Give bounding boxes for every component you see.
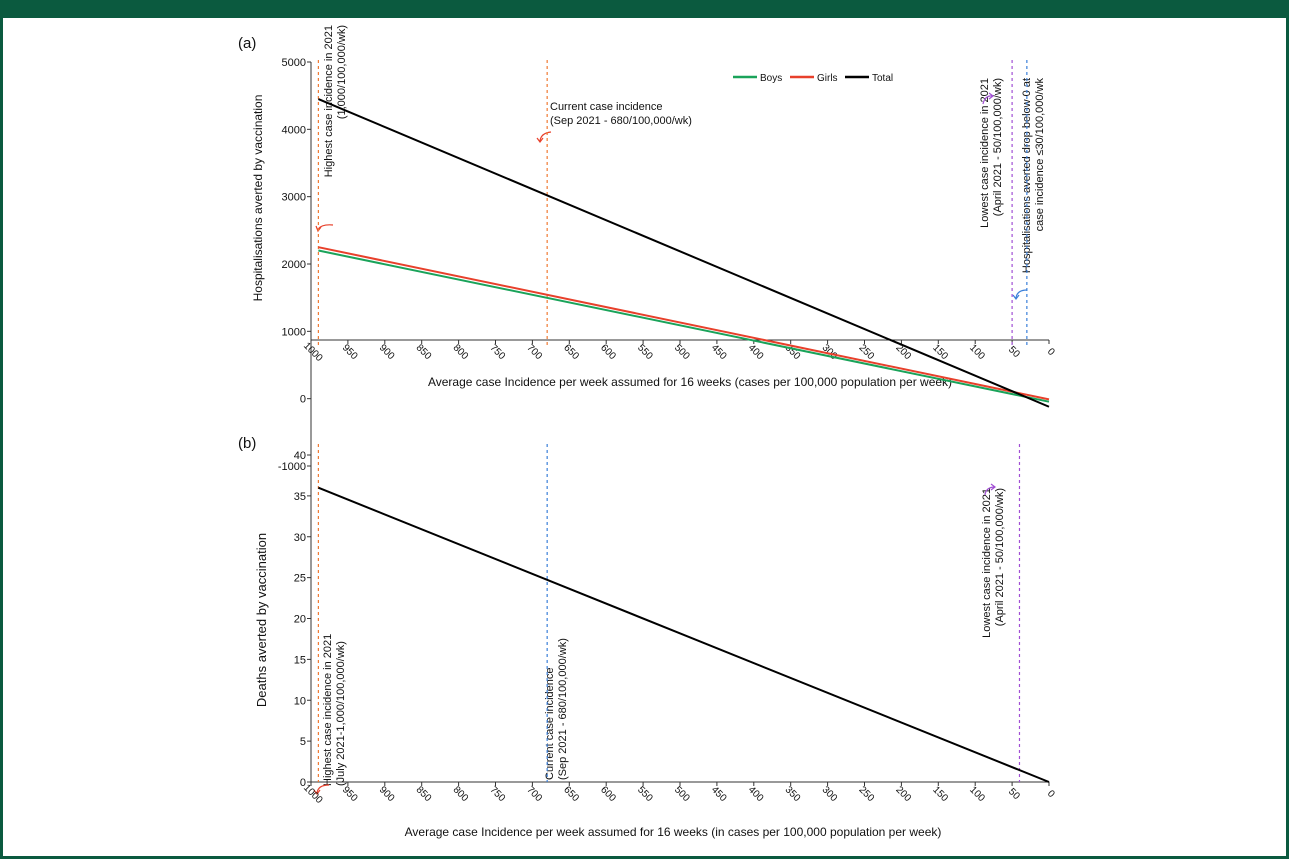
y-tick-label: 30 bbox=[294, 532, 306, 544]
panel-b-ylabel: Deaths averted by vaccination bbox=[254, 533, 269, 707]
annotation-lowest-b-line1: Lowest case incidence in 2021 bbox=[981, 488, 993, 638]
x-tick-label: 550 bbox=[635, 342, 655, 362]
x-tick-label: 500 bbox=[672, 784, 692, 804]
x-tick-label: 550 bbox=[635, 784, 655, 804]
series-line-total bbox=[318, 486, 1050, 783]
annotation-current-line2: (Sep 2021 - 680/100,000/wk) bbox=[550, 115, 692, 127]
legend-total-label: Total bbox=[872, 73, 893, 84]
annotation-lowest-b-line2: (April 2021 - 50/100,000/wk) bbox=[994, 488, 1006, 626]
series-line-boys bbox=[318, 249, 1050, 403]
panel-a-annotations: Highest case incidence in 2021 (1,000/10… bbox=[323, 25, 1046, 273]
annotation-lowest-line1: Lowest case incidence in 2021 bbox=[979, 78, 991, 228]
x-tick-label: 800 bbox=[451, 784, 471, 804]
annotation-highest-b-line2: (July 2021-1,000/100,000/wk) bbox=[335, 641, 347, 786]
x-tick-label: 900 bbox=[377, 342, 397, 362]
y-tick-label: 2000 bbox=[282, 259, 306, 271]
y-tick-label: 20 bbox=[294, 614, 306, 626]
annotation-current-line1: Current case incidence bbox=[550, 101, 663, 113]
annotation-highest-line2: (1,000/100,000/wk) bbox=[336, 25, 348, 119]
x-tick-label: 150 bbox=[930, 784, 950, 804]
arrowhead-current-a bbox=[536, 137, 544, 143]
x-tick-label: 50 bbox=[1006, 786, 1022, 802]
annotation-highest-line1: Highest case incidence in 2021 bbox=[323, 25, 335, 177]
annotation-current-b-line2: (Sep 2021 - 680/100,000/wk) bbox=[557, 638, 569, 780]
y-tick-label: 10 bbox=[294, 695, 306, 707]
x-tick-label: 150 bbox=[930, 342, 950, 362]
x-tick-label: 0 bbox=[1045, 346, 1057, 358]
panel-a-ylabel: Hospitalisations averted by vaccination bbox=[251, 95, 265, 302]
y-tick-label: 5 bbox=[300, 736, 306, 748]
x-tick-label: 900 bbox=[377, 784, 397, 804]
y-tick-label: 5000 bbox=[282, 57, 306, 69]
x-tick-label: 450 bbox=[709, 342, 729, 362]
x-tick-label: 400 bbox=[746, 784, 766, 804]
panel-b-label: (b) bbox=[238, 435, 256, 452]
x-tick-label: 600 bbox=[598, 342, 618, 362]
arrow-threshold-a bbox=[1015, 289, 1028, 299]
y-tick-label: 4000 bbox=[282, 124, 306, 136]
x-tick-label: 750 bbox=[487, 342, 507, 362]
series-line-girls bbox=[318, 246, 1050, 401]
x-tick-label: 650 bbox=[561, 784, 581, 804]
arrow-highest-b bbox=[316, 784, 330, 794]
x-tick-label: 450 bbox=[709, 784, 729, 804]
panel-a-label: (a) bbox=[238, 35, 256, 52]
panel-b-annotations: Highest case incidence in 2021 (July 202… bbox=[322, 488, 1006, 786]
annotation-highest-b-line1: Highest case incidence in 2021 bbox=[322, 634, 334, 786]
x-tick-label: 100 bbox=[967, 784, 987, 804]
x-tick-label: 950 bbox=[340, 342, 360, 362]
annotation-current-b-line1: Current case incidence bbox=[544, 667, 556, 780]
y-tick-label: 25 bbox=[294, 573, 306, 585]
x-tick-label: 400 bbox=[746, 342, 766, 362]
panel-a-legend: Boys Girls Total bbox=[733, 73, 893, 84]
y-tick-label: 3000 bbox=[282, 192, 306, 204]
arrowhead-lowest-a bbox=[988, 92, 994, 100]
x-tick-label: 850 bbox=[414, 784, 434, 804]
x-tick-label: 100 bbox=[967, 342, 987, 362]
panel-b-xlabel: Average case Incidence per week assumed … bbox=[405, 825, 942, 839]
arrow-lowest-b bbox=[984, 486, 996, 496]
panel-a-xlabel: Average case Incidence per week assumed … bbox=[428, 375, 952, 389]
annotation-threshold-line2: case incidence ≤30/100,000/wk bbox=[1034, 78, 1046, 232]
y-tick-label: -1000 bbox=[278, 461, 306, 473]
x-tick-label: 350 bbox=[783, 784, 803, 804]
x-tick-label: 950 bbox=[340, 784, 360, 804]
x-tick-label: 1000 bbox=[301, 340, 325, 364]
arrowhead-highest-b bbox=[313, 789, 321, 795]
legend-boys-label: Boys bbox=[760, 73, 782, 84]
arrowhead-lowest-b bbox=[990, 483, 996, 491]
y-tick-label: 40 bbox=[294, 450, 306, 462]
panel-b-arrows bbox=[313, 483, 996, 795]
annotation-lowest-line2: (April 2021 - 50/100,000/wk) bbox=[992, 78, 1004, 216]
x-tick-label: 750 bbox=[487, 784, 507, 804]
series-line-total bbox=[317, 98, 1050, 408]
x-tick-label: 50 bbox=[1006, 344, 1022, 360]
arrow-lowest-a bbox=[982, 95, 994, 105]
x-tick-label: 500 bbox=[672, 342, 692, 362]
x-tick-label: 300 bbox=[820, 784, 840, 804]
x-tick-label: 700 bbox=[524, 342, 544, 362]
arrow-current-a bbox=[539, 131, 552, 142]
y-tick-label: 0 bbox=[300, 394, 306, 406]
legend-girls-label: Girls bbox=[817, 73, 838, 84]
x-tick-label: 850 bbox=[414, 342, 434, 362]
y-tick-label: 15 bbox=[294, 654, 306, 666]
x-tick-label: 200 bbox=[893, 784, 913, 804]
x-tick-label: 650 bbox=[561, 342, 581, 362]
x-tick-label: 600 bbox=[598, 784, 618, 804]
arrowhead-threshold-a bbox=[1012, 294, 1020, 300]
y-tick-label: 35 bbox=[294, 491, 306, 503]
y-tick-label: 0 bbox=[300, 777, 306, 789]
y-tick-label: 1000 bbox=[282, 326, 306, 338]
x-tick-label: 250 bbox=[856, 784, 876, 804]
x-tick-label: 800 bbox=[451, 342, 471, 362]
x-tick-label: 0 bbox=[1045, 788, 1057, 800]
x-tick-label: 700 bbox=[524, 784, 544, 804]
